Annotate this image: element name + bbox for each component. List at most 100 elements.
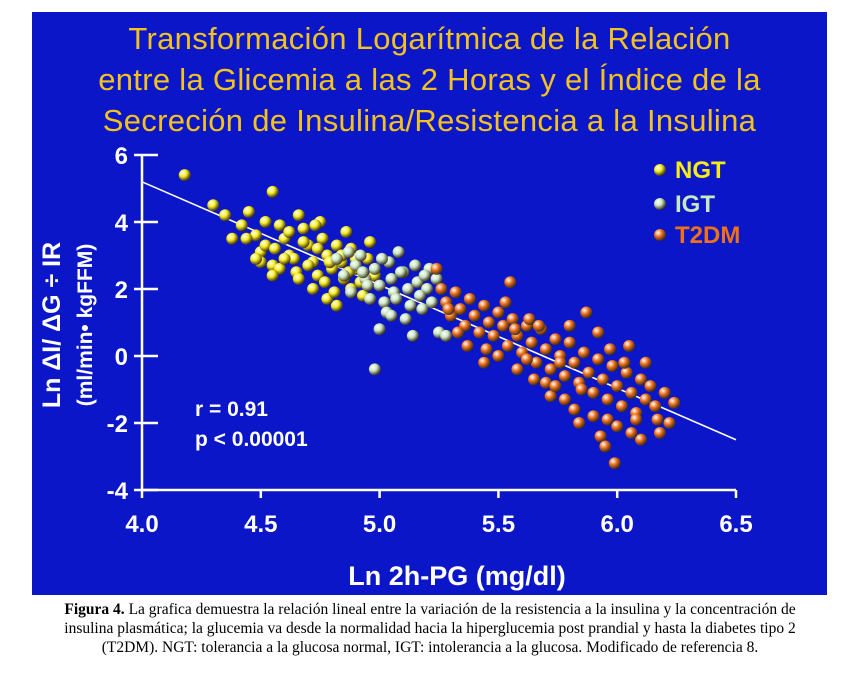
data-point-t2dm — [478, 356, 491, 369]
data-point-t2dm — [663, 417, 676, 429]
data-point-t2dm — [634, 373, 647, 386]
data-point-t2dm — [549, 333, 562, 346]
data-point-ngt — [330, 299, 343, 312]
x-axis-label: Ln 2h-PG (mg/dl) — [348, 561, 565, 591]
data-point-t2dm — [473, 326, 486, 339]
data-point-t2dm — [430, 262, 443, 275]
data-point-t2dm — [499, 296, 512, 309]
data-point-ngt — [292, 272, 305, 285]
data-point-ngt — [278, 252, 291, 265]
data-point-t2dm — [592, 353, 605, 366]
data-point-t2dm — [563, 336, 576, 349]
data-point-t2dm — [509, 323, 522, 336]
data-point-t2dm — [501, 339, 514, 352]
data-point-ngt — [307, 283, 320, 295]
legend-marker-igt — [654, 198, 666, 210]
data-point-igt — [406, 329, 419, 342]
y-tick-label: 4 — [115, 210, 129, 237]
x-tick-label: 5.5 — [482, 511, 515, 538]
data-point-t2dm — [530, 356, 543, 369]
data-point-ngt — [288, 252, 301, 265]
data-point-t2dm — [442, 303, 455, 316]
data-point-igt — [385, 309, 398, 322]
data-point-ngt — [316, 232, 329, 245]
y-tick-label: 6 — [115, 143, 128, 170]
data-point-igt — [440, 329, 453, 342]
data-point-t2dm — [634, 433, 647, 446]
data-point-t2dm — [573, 417, 586, 429]
data-point-t2dm — [558, 393, 571, 406]
data-point-ngt — [273, 219, 286, 232]
data-point-t2dm — [568, 403, 581, 416]
data-point-ngt — [283, 226, 296, 239]
title-line-3: Secreción de Insulina/Resistencia a la I… — [102, 103, 757, 138]
data-point-t2dm — [625, 386, 638, 399]
data-point-ngt — [292, 209, 305, 222]
data-point-t2dm — [615, 400, 628, 413]
data-point-ngt — [318, 276, 331, 289]
data-point-t2dm — [449, 286, 462, 299]
x-tick-label: 6.0 — [601, 511, 634, 538]
data-point-igt — [337, 269, 350, 282]
data-point-ngt — [242, 205, 255, 218]
figure-caption: Figura 4. La grafica demuestra la relaci… — [40, 600, 820, 657]
chart-title: Transformación Logarítmica de la Relació… — [32, 18, 827, 141]
data-point-t2dm — [630, 413, 643, 426]
data-point-ngt — [235, 219, 248, 232]
data-point-t2dm — [482, 316, 495, 329]
data-point-t2dm — [525, 336, 538, 349]
data-point-t2dm — [575, 383, 588, 396]
data-point-igt — [413, 289, 426, 302]
data-point-t2dm — [461, 339, 474, 352]
data-point-ngt — [330, 239, 343, 252]
data-point-igt — [425, 296, 438, 309]
data-point-ngt — [302, 259, 315, 272]
y-tick-label: 0 — [115, 344, 128, 371]
y-axis-label: Ln ΔI/ ΔG ÷ IR — [38, 242, 66, 408]
title-line-1: Transformación Logarítmica de la Relació… — [128, 21, 731, 56]
data-point-t2dm — [549, 380, 562, 393]
data-point-t2dm — [658, 386, 671, 399]
data-point-ngt — [178, 169, 191, 182]
data-point-t2dm — [544, 363, 557, 376]
data-point-ngt — [226, 232, 239, 245]
data-point-t2dm — [577, 346, 590, 359]
y-tick-label: -2 — [107, 411, 128, 438]
data-point-ngt — [266, 185, 279, 198]
data-point-t2dm — [596, 373, 609, 386]
data-point-igt — [356, 266, 369, 279]
data-point-igt — [394, 266, 407, 279]
x-tick-label: 4.5 — [244, 511, 277, 538]
data-point-t2dm — [639, 393, 652, 406]
data-point-igt — [399, 313, 412, 326]
data-point-igt — [416, 303, 429, 316]
data-point-igt — [361, 279, 374, 292]
data-point-t2dm — [606, 360, 619, 373]
data-point-t2dm — [601, 393, 614, 406]
data-point-t2dm — [492, 306, 505, 319]
data-point-ngt — [240, 232, 253, 245]
data-point-t2dm — [539, 376, 552, 389]
data-point-t2dm — [639, 356, 652, 369]
data-point-t2dm — [644, 380, 657, 393]
data-point-t2dm — [611, 380, 624, 393]
data-point-t2dm — [492, 350, 505, 362]
data-point-ngt — [250, 252, 263, 265]
stat-annotation: p < 0.00001 — [195, 428, 308, 451]
data-point-igt — [418, 269, 431, 282]
data-point-igt — [373, 323, 386, 336]
data-point-t2dm — [478, 299, 491, 312]
data-point-t2dm — [611, 420, 624, 433]
data-point-t2dm — [539, 343, 552, 356]
data-point-t2dm — [653, 427, 666, 440]
data-point-igt — [402, 283, 415, 295]
y-tick-label: -4 — [107, 478, 129, 505]
data-point-t2dm — [544, 390, 557, 403]
data-point-igt — [385, 272, 398, 285]
data-point-ngt — [250, 229, 263, 242]
x-tick-label: 5.0 — [363, 511, 396, 538]
title-line-2: entre la Glicemia a las 2 Horas y el Índ… — [98, 62, 761, 97]
data-point-t2dm — [452, 326, 465, 339]
caption-text: La grafica demuestra la relación lineal … — [64, 601, 796, 656]
